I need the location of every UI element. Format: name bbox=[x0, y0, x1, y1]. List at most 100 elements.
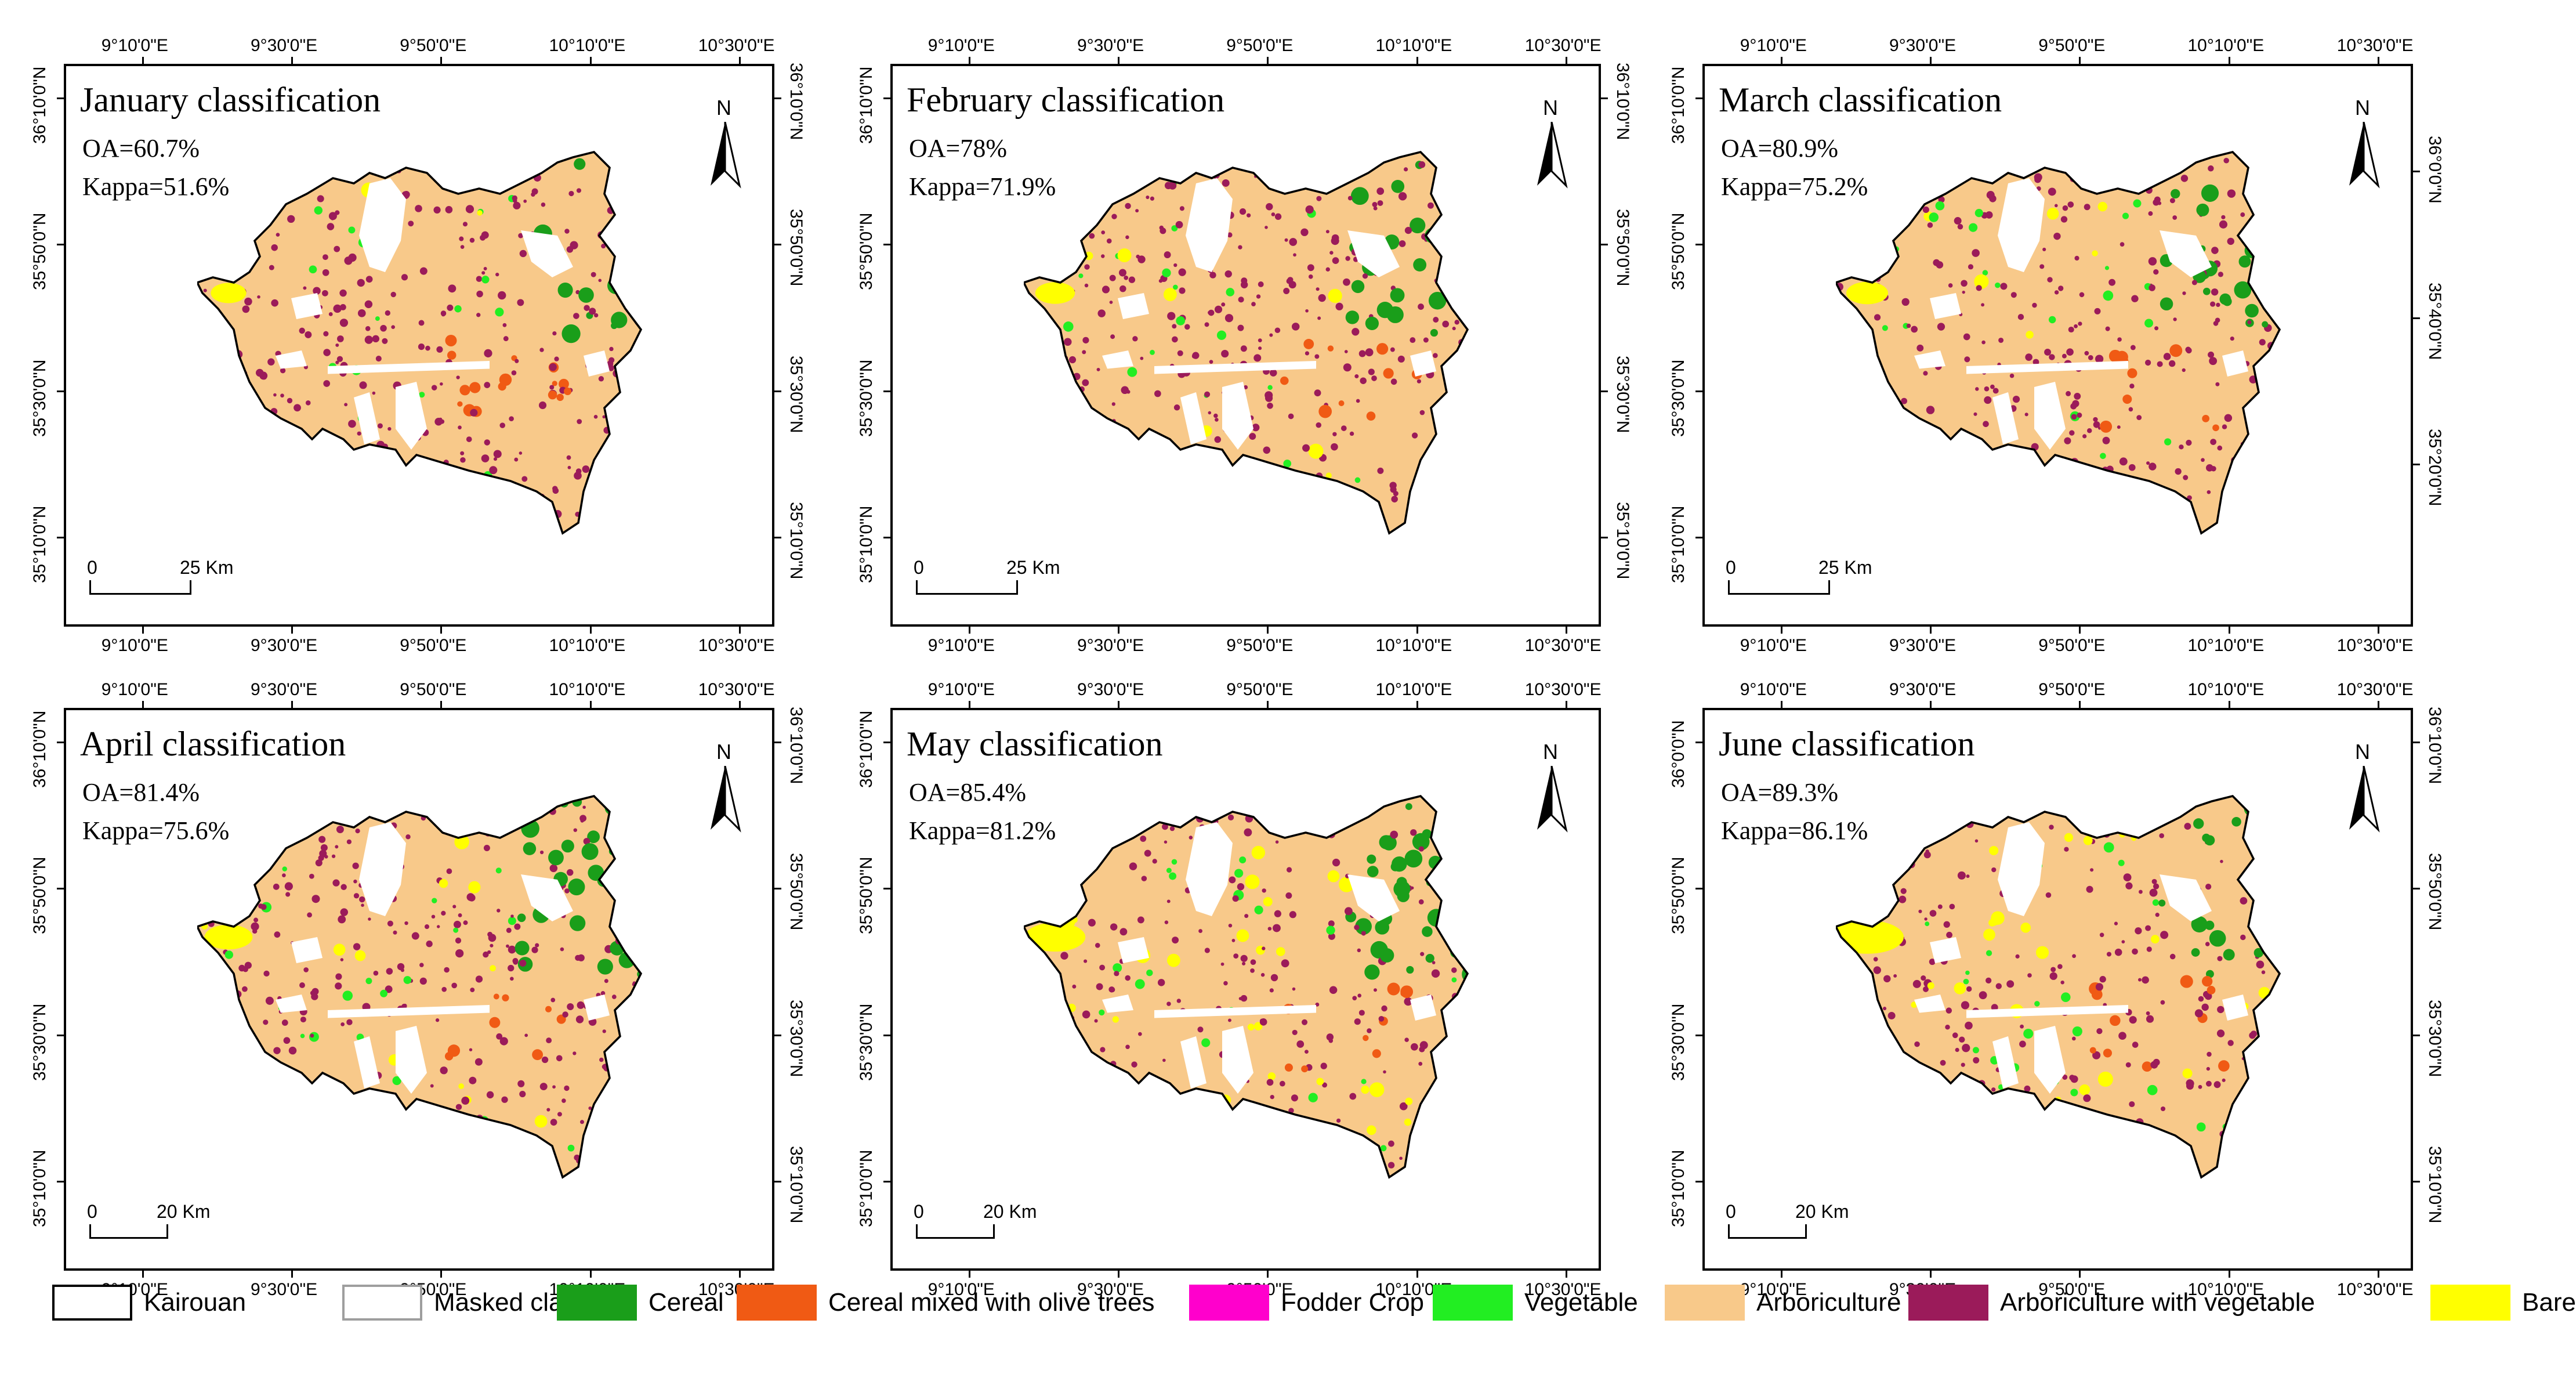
arboriculture-with-vegetable-patch bbox=[323, 331, 329, 337]
arboriculture-with-vegetable-patch bbox=[2320, 827, 2327, 834]
arboriculture-with-vegetable-patch bbox=[1229, 876, 1236, 884]
arboriculture-with-vegetable-patch bbox=[517, 1080, 525, 1087]
arboriculture-with-vegetable-patch bbox=[316, 458, 325, 467]
bare-soil-patch bbox=[1870, 780, 1877, 787]
arboriculture-with-vegetable-patch bbox=[1238, 296, 1244, 303]
arboriculture-with-vegetable-patch bbox=[285, 892, 291, 897]
vegetable-patch bbox=[1078, 1057, 1086, 1066]
arboriculture-with-vegetable-patch bbox=[439, 1143, 443, 1147]
overall-accuracy: OA=60.7% bbox=[82, 134, 200, 162]
cereal-patch bbox=[1390, 288, 1405, 303]
arboriculture-with-vegetable-patch bbox=[1893, 782, 1897, 786]
bare-soil-patch bbox=[1267, 1072, 1276, 1080]
arboriculture-with-vegetable-patch bbox=[365, 326, 371, 331]
arboriculture-with-vegetable-patch bbox=[2138, 978, 2142, 982]
vegetable-patch bbox=[268, 1083, 278, 1093]
arboriculture-with-vegetable-patch bbox=[2114, 948, 2122, 956]
arboriculture-with-vegetable-patch bbox=[1991, 1004, 1998, 1011]
arboriculture-with-vegetable-patch bbox=[1415, 545, 1421, 551]
arboriculture-with-vegetable-patch bbox=[1521, 313, 1527, 320]
arboriculture-with-vegetable-patch bbox=[1452, 471, 1459, 478]
cereal-patch bbox=[2258, 285, 2273, 300]
arboriculture-with-vegetable-patch bbox=[461, 137, 466, 142]
arboriculture-with-vegetable-patch bbox=[679, 144, 685, 151]
arboriculture-with-vegetable-patch bbox=[510, 977, 514, 981]
cereal-patch bbox=[1412, 833, 1430, 851]
arboriculture-with-vegetable-patch bbox=[1243, 385, 1248, 390]
arboriculture-with-vegetable-patch bbox=[466, 436, 472, 442]
arboriculture-with-vegetable-patch bbox=[2320, 1144, 2328, 1152]
arboriculture-with-vegetable-patch bbox=[2070, 1177, 2074, 1181]
arboriculture-with-vegetable-patch bbox=[608, 364, 614, 371]
north-arrow-icon bbox=[711, 122, 741, 189]
arboriculture-with-vegetable-patch bbox=[2049, 354, 2055, 360]
top-longitude-label: 9°50'0"E bbox=[2038, 680, 2106, 699]
arboriculture-with-vegetable-patch bbox=[1358, 1010, 1365, 1016]
arboriculture-with-vegetable-patch bbox=[1325, 267, 1330, 272]
cereal-patch bbox=[2324, 219, 2337, 233]
map-panel-5: 9°10'0"E 9°30'0"E 9°50'0"E 10°10'0"E 10°30'0… bbox=[857, 680, 1602, 1299]
kairouan-boundary bbox=[1024, 795, 1469, 1179]
arboriculture-with-vegetable-patch bbox=[310, 1033, 314, 1038]
arboriculture-with-vegetable-patch bbox=[598, 376, 604, 382]
arboriculture-with-vegetable-patch bbox=[1056, 229, 1064, 237]
arboriculture-with-vegetable-patch bbox=[1032, 1091, 1038, 1097]
arboriculture-with-vegetable-patch bbox=[2159, 796, 2165, 802]
vegetable-patch bbox=[1135, 979, 1145, 989]
cereal-olive-patch bbox=[2207, 986, 2216, 995]
arboriculture-with-vegetable-patch bbox=[1868, 1113, 1873, 1118]
arboriculture-with-vegetable-patch bbox=[1994, 796, 2002, 804]
arboriculture-with-vegetable-patch bbox=[328, 312, 333, 316]
arboriculture-with-vegetable-patch bbox=[673, 1126, 681, 1134]
masked-area bbox=[1118, 293, 1149, 319]
arboriculture-with-vegetable-patch bbox=[333, 304, 342, 313]
vegetable-patch bbox=[631, 1005, 638, 1012]
arboriculture-with-vegetable-patch bbox=[1131, 1093, 1140, 1101]
arboriculture-with-vegetable-patch bbox=[1418, 303, 1424, 310]
arboriculture-with-vegetable-patch bbox=[644, 140, 652, 147]
arboriculture-with-vegetable-patch bbox=[459, 236, 464, 241]
arboriculture-with-vegetable-patch bbox=[318, 489, 323, 494]
arboriculture-with-vegetable-patch bbox=[2230, 1174, 2234, 1177]
cereal-patch bbox=[1481, 841, 1492, 853]
arboriculture-with-vegetable-patch bbox=[2305, 957, 2311, 964]
arboriculture-with-vegetable-patch bbox=[1458, 1052, 1466, 1061]
arboriculture-with-vegetable-patch bbox=[1113, 818, 1121, 827]
cereal-patch bbox=[1501, 826, 1517, 842]
arboriculture-with-vegetable-patch bbox=[1103, 500, 1109, 507]
north-arrow-right-half bbox=[2363, 766, 2380, 833]
arboriculture-with-vegetable-patch bbox=[2180, 175, 2189, 182]
arboriculture-with-vegetable-patch bbox=[2086, 428, 2092, 433]
arboriculture-with-vegetable-patch bbox=[249, 501, 253, 505]
arboriculture-with-vegetable-patch bbox=[357, 309, 366, 317]
arboriculture-with-vegetable-patch bbox=[2066, 1123, 2072, 1130]
arboriculture-with-vegetable-patch bbox=[1973, 412, 1977, 416]
arboriculture-with-vegetable-patch bbox=[1038, 885, 1043, 890]
bare-soil-patch bbox=[330, 482, 339, 490]
vegetable-patch bbox=[1283, 460, 1292, 468]
arboriculture-with-vegetable-patch bbox=[340, 884, 347, 890]
arboriculture-with-vegetable-patch bbox=[598, 279, 602, 283]
arboriculture-with-vegetable-patch bbox=[1418, 161, 1426, 168]
arboriculture-with-vegetable-patch bbox=[355, 828, 360, 834]
arboriculture-with-vegetable-patch bbox=[231, 1026, 236, 1030]
arboriculture-with-vegetable-patch bbox=[673, 401, 682, 409]
arboriculture-with-vegetable-patch bbox=[618, 856, 625, 864]
arboriculture-with-vegetable-patch bbox=[2256, 960, 2265, 969]
bottom-tick bbox=[1118, 1271, 1119, 1278]
arboriculture-with-vegetable-patch bbox=[1901, 397, 1908, 404]
arboriculture-with-vegetable-patch bbox=[1354, 546, 1361, 552]
arboriculture-with-vegetable-patch bbox=[531, 133, 539, 140]
arboriculture-with-vegetable-patch bbox=[602, 1064, 607, 1069]
arboriculture-with-vegetable-patch bbox=[1118, 1170, 1125, 1177]
bare-soil-patch bbox=[318, 1159, 326, 1166]
cereal-patch bbox=[2325, 277, 2332, 285]
vegetable-patch bbox=[1354, 477, 1361, 483]
arboriculture-with-vegetable-patch bbox=[265, 1071, 273, 1079]
right-latitude-label: 35°10'0"N bbox=[787, 501, 806, 580]
map-panel-4: 9°10'0"E 9°30'0"E 9°50'0"E 10°10'0"E 10°30'0… bbox=[30, 680, 806, 1299]
cereal-olive-patch bbox=[559, 378, 569, 389]
kappa-value: Kappa=86.1% bbox=[1721, 816, 1868, 845]
bare-soil-patch bbox=[1176, 1102, 1183, 1110]
arboriculture-with-vegetable-patch bbox=[353, 893, 360, 899]
